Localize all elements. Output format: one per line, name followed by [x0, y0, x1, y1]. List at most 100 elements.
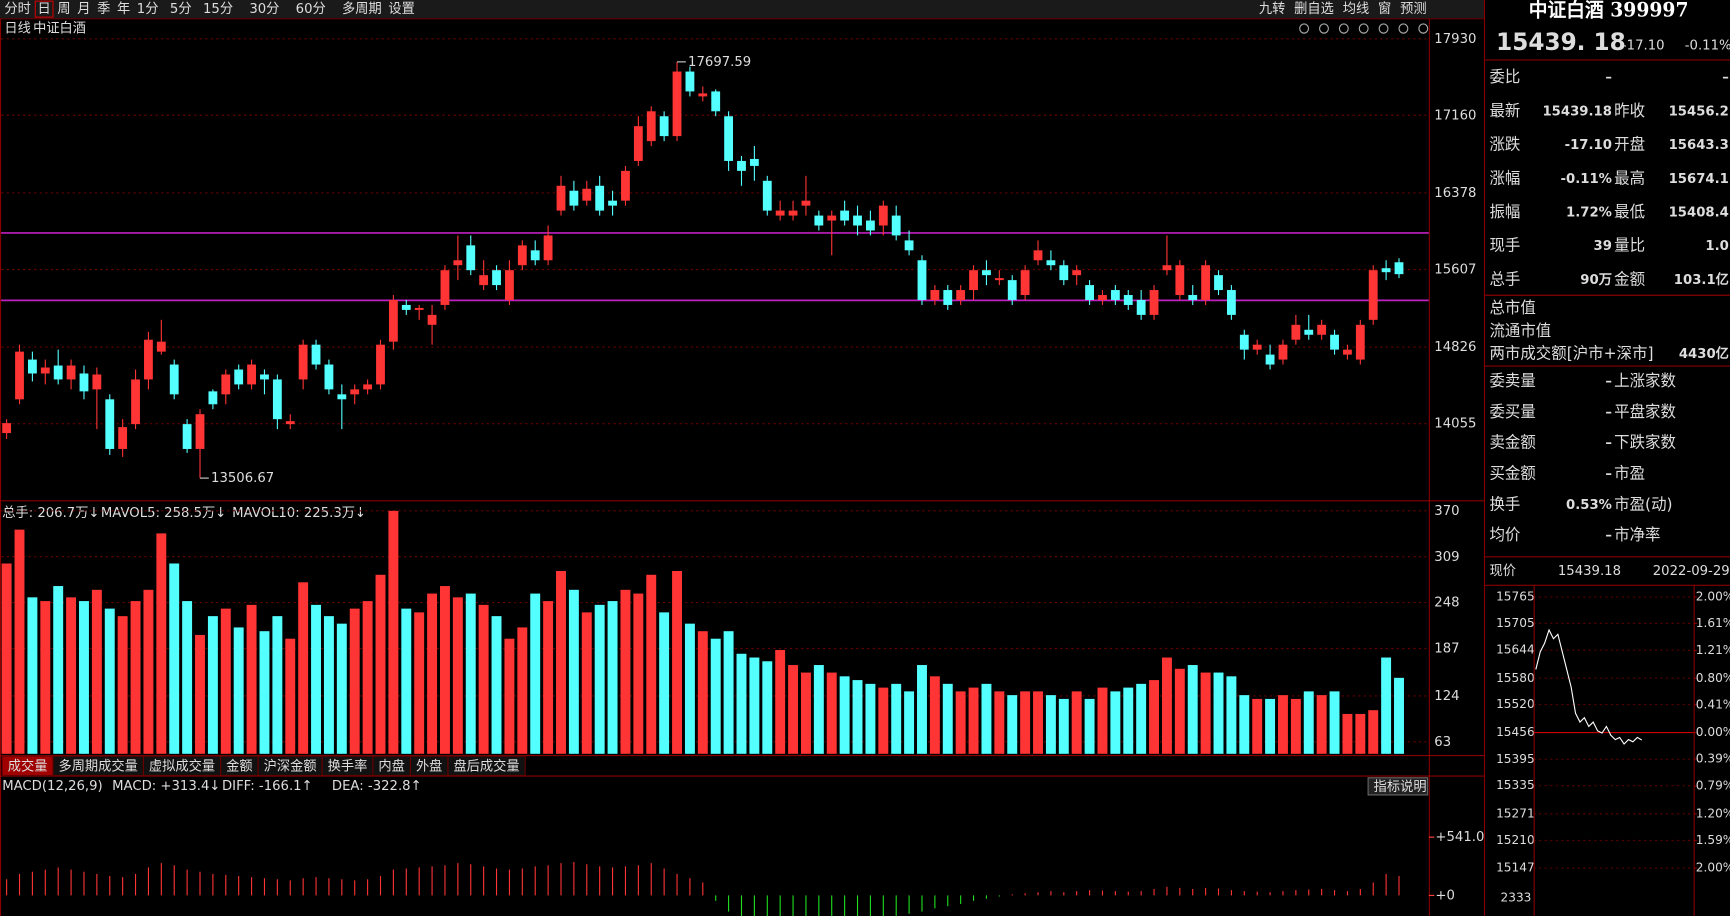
- volume-bar: [207, 616, 218, 754]
- y-tick-label: 14826: [1434, 339, 1476, 355]
- toolbar-item[interactable]: 60分: [296, 1, 326, 17]
- quote-label: 两市成交额[沪市+深市]: [1489, 343, 1653, 362]
- candle-body: [698, 93, 708, 97]
- volume-bar: [1097, 687, 1108, 754]
- tab[interactable]: 虚拟成交量: [149, 757, 215, 774]
- candle-body: [1059, 265, 1069, 281]
- toolbar-item[interactable]: 窗: [1378, 0, 1391, 17]
- toolbar-item[interactable]: 年: [117, 1, 130, 17]
- volume-bar: [491, 616, 502, 754]
- volume-bar: [336, 623, 347, 754]
- y-tick-label: 248: [1434, 594, 1459, 610]
- tab[interactable]: 沪深金额: [264, 758, 317, 774]
- y2-tick-label: 0.00%: [1696, 725, 1730, 739]
- candle-body: [66, 365, 76, 380]
- button-bg[interactable]: [1367, 777, 1429, 796]
- volume-bar: [195, 634, 205, 754]
- y-tick-label: 187: [1434, 640, 1459, 656]
- volume-bar: [1071, 691, 1082, 754]
- candle-body: [1252, 344, 1262, 350]
- volume-bar: [568, 589, 579, 754]
- toolbar-item[interactable]: 预测: [1400, 1, 1426, 17]
- candle-body: [1278, 344, 1288, 360]
- toolbar-item[interactable]: 30分: [249, 1, 279, 17]
- toolbar-item[interactable]: 九转: [1259, 1, 1285, 17]
- candle-body: [775, 210, 785, 216]
- volume-bar: [852, 680, 863, 754]
- volume-bar: [1355, 713, 1366, 754]
- y-tick-label: 17160: [1434, 107, 1476, 123]
- volume-bar: [788, 665, 799, 754]
- toolbar-item[interactable]: 删自选: [1294, 1, 1334, 17]
- tab[interactable]: 换手率: [328, 757, 368, 774]
- candle-body: [827, 215, 837, 221]
- tab-bg[interactable]: [447, 755, 526, 777]
- quote-value: 103.1亿: [1674, 271, 1729, 288]
- candle-body: [982, 270, 991, 276]
- volume-legend: MAVOL10: 225.3万↓: [232, 505, 366, 521]
- macd-legend: DEA: -322.8↑: [332, 778, 422, 794]
- y-tick-label: 15607: [1434, 261, 1476, 277]
- candle-body: [1355, 324, 1365, 360]
- tab[interactable]: 多周期成交量: [58, 757, 137, 774]
- toolbar-item[interactable]: 多周期: [342, 0, 382, 17]
- toolbar-item[interactable]: 月: [77, 1, 90, 17]
- volume-bar: [233, 627, 244, 754]
- tab[interactable]: 金额: [226, 758, 253, 774]
- candle-body: [1046, 260, 1056, 266]
- quote-value: 39: [1594, 238, 1612, 254]
- candle-body: [685, 71, 695, 92]
- candle-body: [1085, 285, 1094, 300]
- candle-body: [801, 200, 811, 206]
- volume-bar: [220, 608, 231, 754]
- macd-help-button[interactable]: 指标说明: [1374, 779, 1427, 795]
- volume-bar: [439, 586, 450, 754]
- volume-bar: [839, 676, 850, 754]
- candle-body: [1304, 329, 1314, 335]
- candle-body: [1201, 265, 1211, 300]
- candle-body: [40, 367, 50, 374]
- tab[interactable]: 盘后成交量: [453, 757, 519, 774]
- candle-body: [234, 369, 244, 385]
- y-tick-label: 15271: [1496, 806, 1535, 820]
- volume-bar: [1149, 680, 1160, 754]
- volume-bar: [414, 612, 425, 754]
- low-label: 13506.67: [211, 470, 274, 486]
- quote-label: 市盈(动): [1614, 494, 1672, 513]
- volume-bar: [130, 601, 141, 754]
- tab[interactable]: 成交量: [8, 757, 48, 774]
- quote-value: –: [1605, 373, 1612, 389]
- volume-bar: [904, 691, 915, 754]
- volume-bar: [182, 601, 193, 754]
- volume-bar: [1161, 657, 1172, 754]
- candle-body: [943, 290, 953, 305]
- toolbar-item[interactable]: 周: [57, 1, 70, 17]
- volume-bar: [620, 589, 631, 754]
- quote-value: -17.10: [1565, 137, 1612, 153]
- candle-body: [1214, 275, 1223, 291]
- tab[interactable]: 外盘: [416, 757, 442, 774]
- macd-legend: DIFF: -166.1↑: [222, 778, 313, 794]
- toolbar-item[interactable]: 15分: [203, 1, 233, 17]
- quote-value: 90万: [1580, 272, 1612, 288]
- toolbar-item[interactable]: 均线: [1343, 1, 1369, 17]
- y-tick-label: 124: [1434, 688, 1459, 704]
- intraday-price: 15439.18: [1558, 563, 1621, 579]
- candle-body: [530, 250, 540, 261]
- toolbar-item[interactable]: 设置: [388, 1, 414, 17]
- toolbar-item[interactable]: 季: [97, 1, 110, 17]
- volume-bar: [543, 601, 554, 754]
- toolbar-item[interactable]: 5分: [170, 1, 192, 17]
- toolbar-item[interactable]: 日: [38, 1, 51, 17]
- toolbar-item[interactable]: 1分: [137, 1, 159, 17]
- tab[interactable]: 内盘: [378, 757, 404, 774]
- toolbar-item[interactable]: 分时: [4, 1, 30, 17]
- quote-label: 涨跌: [1489, 134, 1520, 153]
- volume-legend: MAVOL5: 258.5万↓: [101, 505, 227, 521]
- volume-bar: [1136, 683, 1147, 754]
- candle-body: [505, 270, 514, 300]
- quote-label: 金额: [1614, 269, 1645, 288]
- intraday-line: [1535, 628, 1643, 745]
- candle-body: [247, 364, 256, 385]
- candle-body: [569, 190, 579, 206]
